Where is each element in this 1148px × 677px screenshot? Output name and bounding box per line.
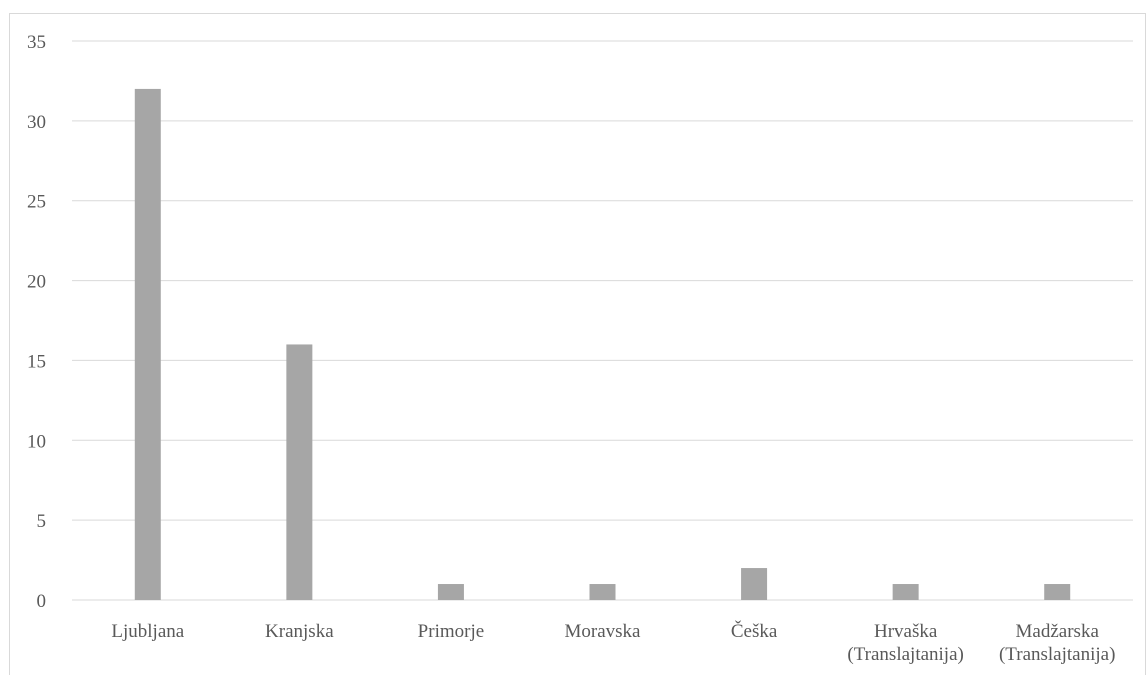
y-tick-label: 10 [27,431,46,452]
bar [135,89,161,600]
x-category-label-line: (Translajtanija) [847,644,963,665]
x-category-label-line: Ljubljana [111,621,184,642]
y-tick-label: 30 [27,112,46,133]
y-axis-tick-labels: 0 5 10 15 20 25 30 35 [27,32,46,612]
x-category-label: Madžarska (Translajtanija) [999,621,1115,665]
y-tick-label: 35 [27,32,46,53]
x-category-label: Moravska [565,621,642,642]
x-category-label: Hrvaška (Translajtanija) [847,621,963,665]
x-category-label-line: Moravska [565,621,642,642]
x-category-label-line: Hrvaška [874,621,938,642]
bar [438,584,464,600]
gridlines [72,41,1133,600]
x-category-label-line: Češka [731,620,778,642]
bar [286,344,312,600]
x-category-label-line: Primorje [418,621,485,642]
x-category-label: Češka [731,620,778,642]
x-axis-category-labels: Ljubljana Kranjska Primorje Moravska Češka Hr… [111,620,1115,665]
bar [741,568,767,600]
bar [893,584,919,600]
x-category-label-line: Kranjska [265,621,334,642]
x-category-label: Kranjska [265,621,334,642]
bar [590,584,616,600]
bars [135,89,1070,600]
y-tick-label: 0 [37,591,47,612]
y-tick-label: 20 [27,272,46,293]
x-category-label: Ljubljana [111,621,184,642]
x-category-label-line: (Translajtanija) [999,644,1115,665]
x-category-label: Primorje [418,621,485,642]
y-tick-label: 25 [27,192,46,213]
y-tick-label: 15 [27,351,46,372]
bar [1044,584,1070,600]
x-category-label-line: Madžarska [1016,621,1100,642]
y-tick-label: 5 [37,511,47,532]
